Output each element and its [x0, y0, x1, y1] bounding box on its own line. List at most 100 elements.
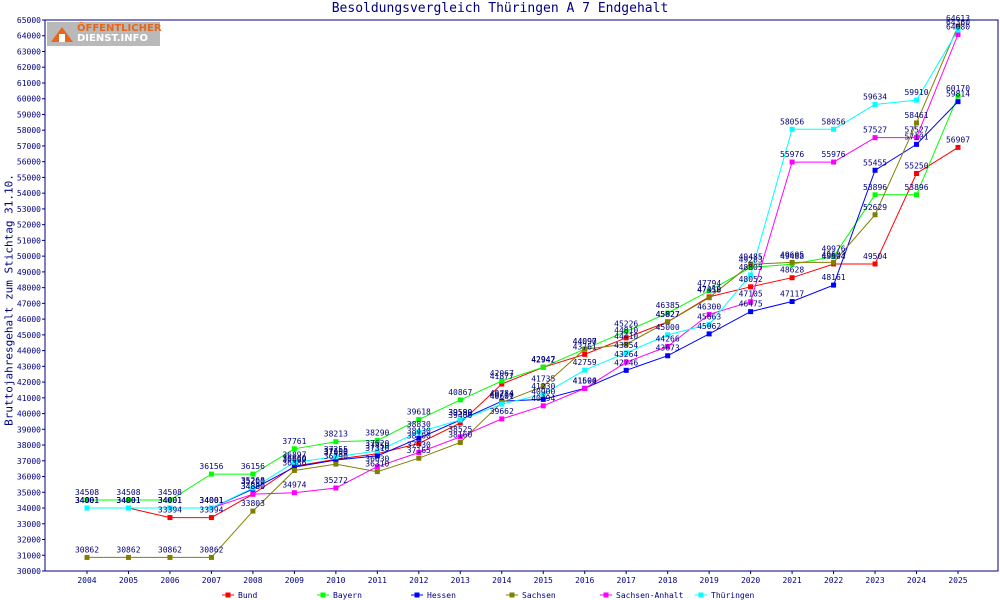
data-label: 42947: [531, 355, 555, 364]
y-tick-label: 59000: [17, 110, 41, 119]
data-point: [416, 455, 422, 461]
data-label: 40900: [531, 387, 555, 396]
data-label: 53896: [904, 183, 928, 192]
data-label: 49976: [822, 245, 846, 254]
legend-marker: [414, 592, 420, 598]
data-label: 35272: [324, 476, 348, 485]
data-point: [831, 259, 837, 265]
y-tick-label: 47000: [17, 299, 41, 308]
data-label: 40710: [490, 390, 514, 399]
data-label: 60170: [946, 84, 970, 93]
data-label: 36386: [282, 458, 306, 467]
data-label: 36310: [365, 460, 389, 469]
data-point: [84, 505, 90, 511]
chart-series-lines: [87, 25, 959, 558]
data-point: [167, 554, 173, 560]
y-tick-label: 49000: [17, 268, 41, 277]
legend-marker: [603, 592, 609, 598]
logo-mark-icon: [51, 27, 73, 42]
data-point: [872, 212, 878, 218]
data-label: 44810: [614, 326, 638, 335]
data-point: [831, 254, 837, 260]
data-point: [416, 440, 422, 446]
data-label: 55455: [863, 158, 887, 167]
data-point: [831, 126, 837, 132]
data-point: [416, 449, 422, 455]
x-tick-label: 2018: [658, 576, 677, 585]
y-tick-label: 56000: [17, 158, 41, 167]
data-label: 34001: [75, 496, 99, 505]
y-tick-label: 35000: [17, 488, 41, 497]
data-label: 37620: [365, 439, 389, 448]
data-point: [291, 446, 297, 452]
data-point: [457, 417, 463, 423]
data-point: [748, 272, 754, 278]
y-tick-label: 30000: [17, 567, 41, 576]
site-logo[interactable]: ÖFFENTLICHER DIENST.INFO: [47, 22, 162, 46]
data-point: [499, 401, 505, 407]
data-label: 35200: [241, 477, 265, 486]
data-point: [499, 416, 505, 422]
data-label: 30862: [116, 545, 140, 554]
chart-title: Besoldungsvergleich Thüringen A 7 Endgeh…: [331, 1, 669, 16]
data-label: 34001: [158, 496, 182, 505]
data-label: 40601: [490, 392, 514, 401]
data-label: 37530: [407, 440, 431, 449]
y-tick-label: 45000: [17, 331, 41, 340]
data-point: [333, 461, 339, 467]
x-tick-label: 2011: [368, 576, 387, 585]
data-label: 41230: [531, 382, 555, 391]
data-point: [374, 448, 380, 454]
data-label: 42759: [573, 358, 597, 367]
data-point: [748, 284, 754, 290]
legend-label: Bund: [238, 591, 257, 600]
x-tick-label: 2014: [492, 576, 511, 585]
data-label: 52629: [863, 203, 887, 212]
data-label: 49283: [739, 255, 763, 264]
data-point: [125, 554, 131, 560]
data-point: [706, 295, 712, 301]
data-label: 57527: [863, 126, 887, 135]
data-point: [250, 491, 256, 497]
data-label: 34880: [241, 482, 265, 491]
data-label: 37450: [365, 442, 389, 451]
data-label: 47794: [697, 279, 721, 288]
data-label: 49603: [822, 250, 846, 259]
legend-label: Thüringen: [711, 591, 755, 600]
data-label: 38430: [407, 426, 431, 435]
chart-axes: 30000 31000 32000 33000 34000 35000 36000 37000…: [17, 16, 999, 585]
data-label: 43264: [614, 350, 638, 359]
data-point: [333, 454, 339, 460]
series-line-3: [87, 25, 959, 558]
data-label: 40494: [531, 394, 555, 403]
y-tick-label: 60000: [17, 95, 41, 104]
data-point: [457, 434, 463, 440]
data-label: 38525: [448, 425, 472, 434]
data-point: [665, 353, 671, 359]
y-tick-label: 32000: [17, 536, 41, 545]
data-point: [914, 120, 920, 126]
data-label: 34001: [75, 496, 99, 505]
data-label: 40867: [448, 388, 472, 397]
x-tick-label: 2017: [617, 576, 636, 585]
y-tick-label: 36000: [17, 473, 41, 482]
data-point: [789, 275, 795, 281]
data-label: 38160: [448, 431, 472, 440]
data-label: 45827: [656, 310, 680, 319]
x-tick-label: 2023: [865, 576, 884, 585]
data-label: 34001: [116, 496, 140, 505]
data-label: 36790: [324, 452, 348, 461]
y-tick-label: 39000: [17, 425, 41, 434]
x-tick-label: 2012: [409, 576, 428, 585]
data-label: 34001: [158, 496, 182, 505]
data-point: [167, 505, 173, 511]
data-label: 35268: [241, 476, 265, 485]
y-tick-label: 52000: [17, 221, 41, 230]
data-label: 34001: [199, 496, 223, 505]
x-tick-label: 2020: [741, 576, 760, 585]
data-label: 39589: [448, 408, 472, 417]
data-point: [789, 259, 795, 265]
data-point: [955, 31, 961, 37]
x-tick-label: 2015: [534, 576, 553, 585]
